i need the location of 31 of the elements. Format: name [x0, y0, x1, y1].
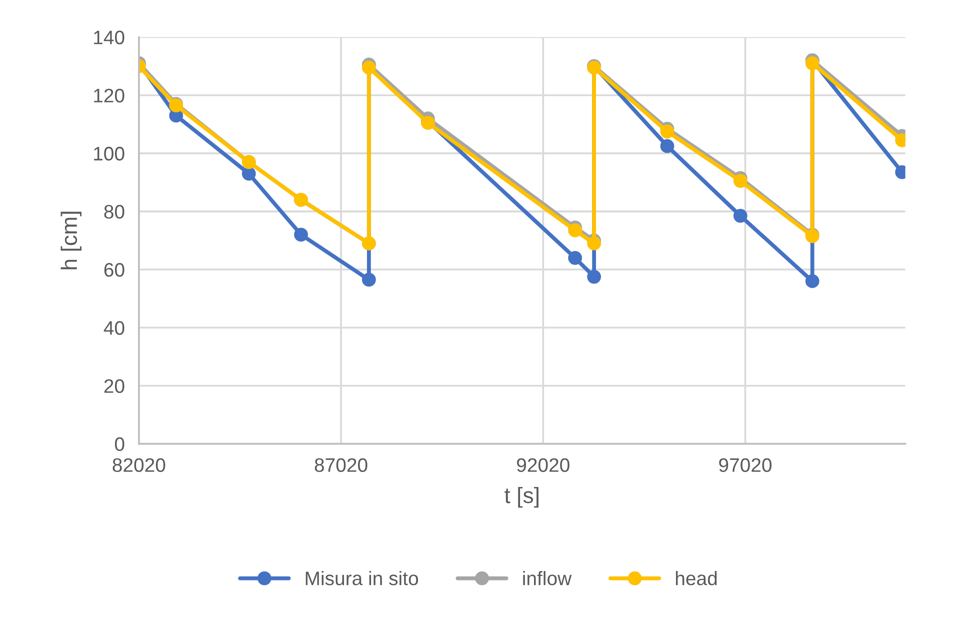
- point: [660, 139, 674, 154]
- x-tick-label: 82020: [112, 458, 166, 472]
- legend-label: Misura in sito: [306, 570, 418, 586]
- x-tick-label: 92020: [517, 458, 570, 472]
- point: [805, 274, 820, 288]
- point: [294, 228, 308, 242]
- point: [568, 223, 582, 238]
- x-tick-label: 87020: [314, 458, 368, 472]
- point: [242, 166, 256, 181]
- point: [587, 270, 602, 284]
- y-tick-label: 100: [94, 146, 124, 161]
- point: [568, 250, 582, 265]
- point: [733, 208, 748, 223]
- point: [362, 60, 376, 75]
- point: [587, 236, 602, 250]
- x-tick-label: 97020: [719, 458, 772, 472]
- point: [362, 272, 376, 287]
- legend-label: head: [676, 570, 717, 586]
- y-tick-label: 140: [94, 30, 124, 44]
- y-tick-label: 20: [104, 379, 124, 393]
- y-tick-label: 0: [114, 437, 124, 452]
- y-tick-label: 40: [104, 321, 124, 335]
- point: [805, 56, 820, 70]
- y-tick-label: 120: [94, 88, 124, 102]
- y-tick-label: 80: [104, 204, 124, 219]
- legend-label: inflow: [523, 570, 572, 586]
- point: [660, 124, 674, 138]
- x-axis-title: t [s]: [504, 486, 538, 508]
- point: [733, 174, 748, 188]
- y-axis-title: h [cm]: [60, 212, 82, 270]
- y-tick-label: 60: [104, 263, 124, 277]
